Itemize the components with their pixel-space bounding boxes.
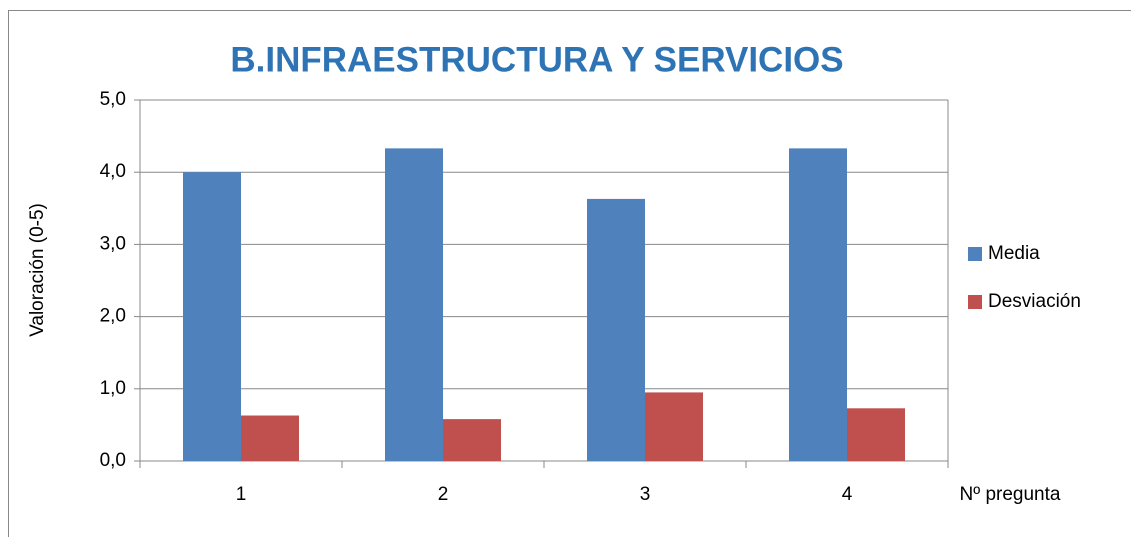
legend-label: Desviación <box>988 291 1081 312</box>
bar <box>645 392 703 461</box>
chart-title: B.INFRAESTRUCTURA Y SERVICIOS <box>230 40 843 79</box>
legend-label: Media <box>988 243 1040 264</box>
x-axis-label: Nº pregunta <box>960 484 1061 505</box>
bar <box>789 148 847 461</box>
y-axis-label: Valoración (0-5) <box>27 203 48 337</box>
x-tick-label: 1 <box>236 484 247 505</box>
y-tick-label: 2,0 <box>100 306 126 327</box>
bar <box>241 415 299 461</box>
bar <box>183 172 241 461</box>
x-tick-label: 4 <box>842 484 853 505</box>
legend-swatch <box>968 247 982 261</box>
legend-swatch <box>968 295 982 309</box>
x-tick-label: 2 <box>438 484 449 505</box>
x-tick-label: 3 <box>640 484 651 505</box>
bar <box>443 419 501 461</box>
y-tick-label: 0,0 <box>100 450 126 471</box>
bar <box>385 148 443 461</box>
y-tick-label: 1,0 <box>100 378 126 399</box>
bar <box>847 408 905 461</box>
bar <box>587 198 645 461</box>
chart-frame <box>8 10 1131 537</box>
y-tick-label: 4,0 <box>100 161 126 182</box>
y-tick-label: 5,0 <box>100 89 126 110</box>
y-tick-label: 3,0 <box>100 233 126 254</box>
